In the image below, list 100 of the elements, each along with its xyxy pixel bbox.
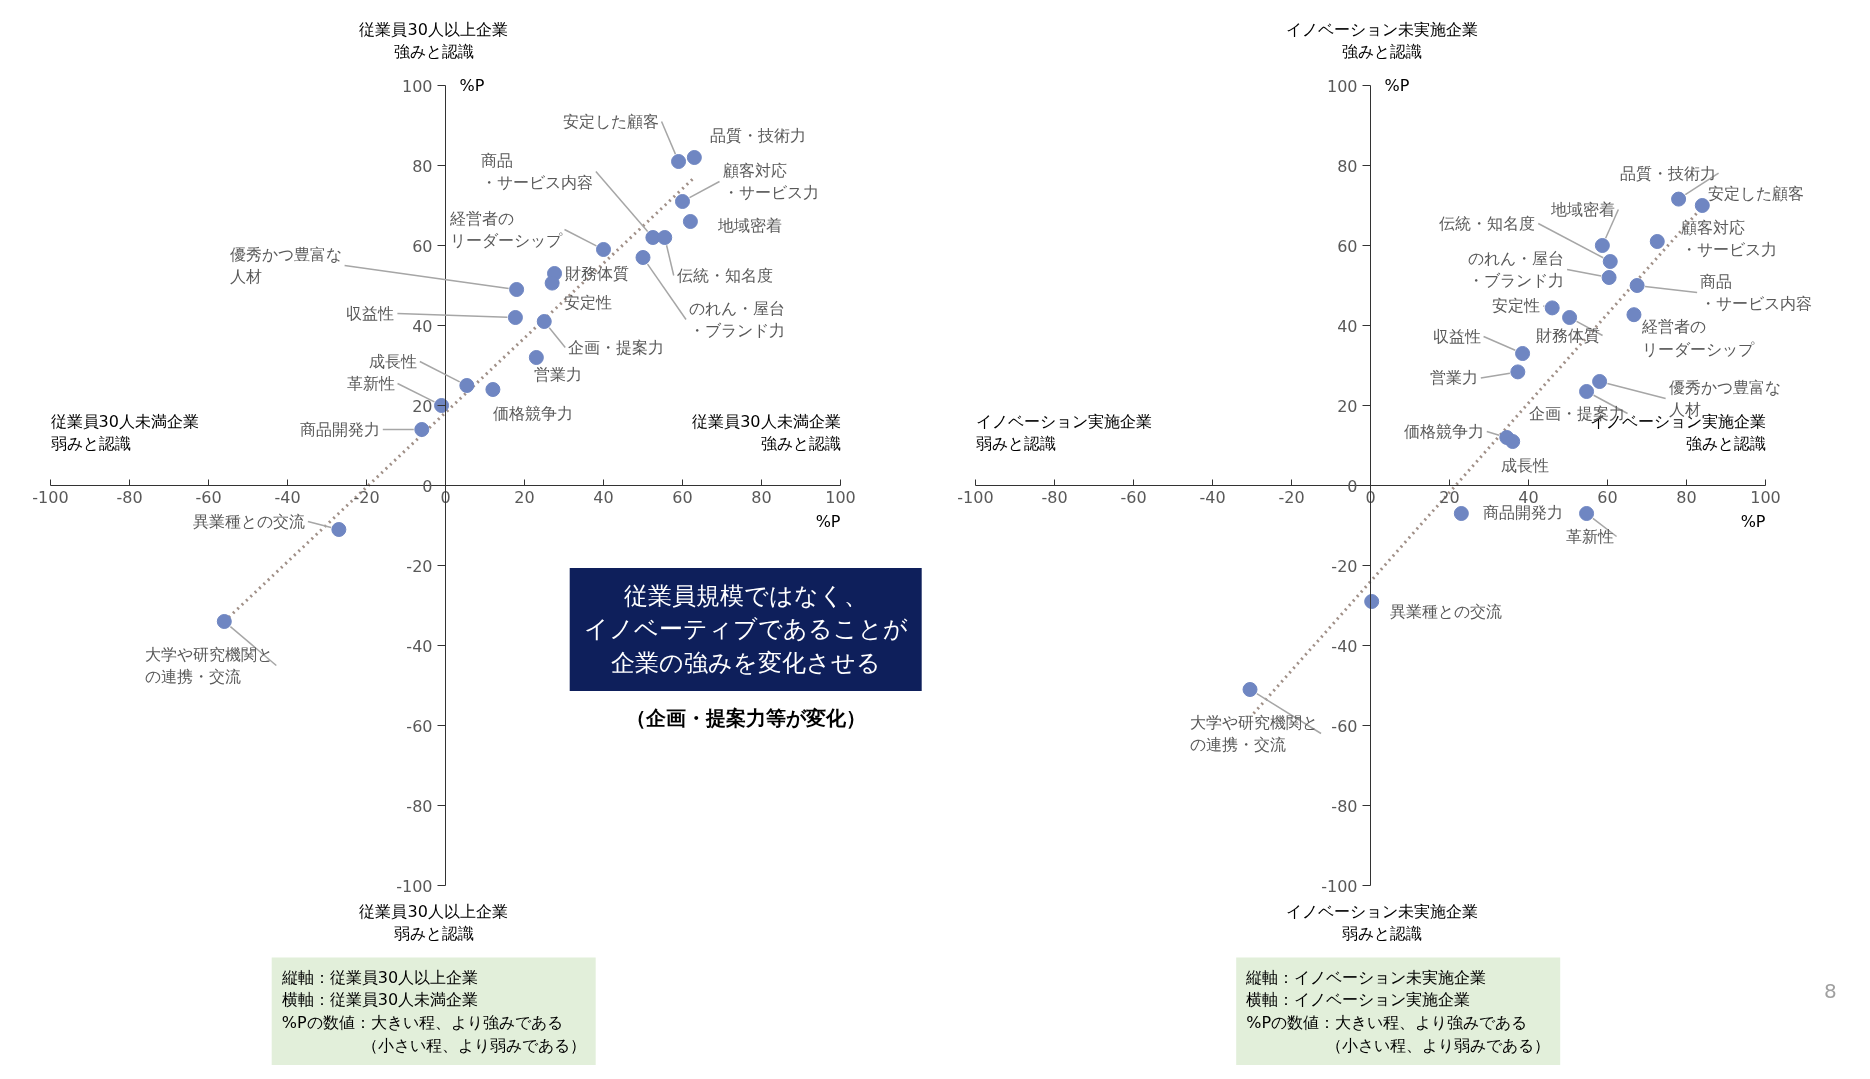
annotation: 成長性 xyxy=(368,352,417,371)
text: 縦軸：従業員30人以上企業横軸：従業員30人未満企業%Pの数値：大きい程、より強みである（小さい程、より弱みである） xyxy=(280,967,586,1055)
point xyxy=(1562,310,1578,325)
y-tick-label: -60 xyxy=(1331,716,1358,736)
y-tick-label: -100 xyxy=(1321,876,1358,896)
annotation: 商品・サービス内容 xyxy=(1700,271,1813,314)
point xyxy=(1453,506,1469,521)
point xyxy=(528,350,544,365)
annotation: 伝統・知名度 xyxy=(1439,214,1536,233)
x-tick-label: -100 xyxy=(957,487,994,507)
point xyxy=(434,398,450,413)
y-axis-title: %P xyxy=(1384,76,1410,95)
annotation: 経営者のリーダーシップ xyxy=(1640,316,1755,359)
annotation: 経営者のリーダーシップ xyxy=(448,208,563,251)
annotation: 地域密着 xyxy=(717,216,783,235)
point xyxy=(485,382,501,397)
annotation: （企画・提案力等が変化） xyxy=(625,705,866,730)
annotation: 従業員規模ではなく、イノベーティブであることが企業の強みを変化させる xyxy=(583,581,908,678)
x-tick-label: 80 xyxy=(751,487,772,507)
y-tick-label: -40 xyxy=(406,636,433,656)
annotation: 顧客対応・サービス力 xyxy=(1681,217,1778,260)
x-tick-label: 80 xyxy=(1676,487,1697,507)
annotation: 商品・サービス内容 xyxy=(480,150,593,193)
point xyxy=(596,242,611,257)
y-tick-label: 60 xyxy=(1337,236,1358,256)
annotation: 従業員30人未満企業弱みと認識 xyxy=(50,411,199,454)
y-axis-title: %P xyxy=(459,76,485,95)
x-tick-label: 20 xyxy=(514,487,535,507)
annotation: のれん・屋台・ブランド力 xyxy=(1468,248,1565,291)
y-tick-label: -40 xyxy=(1331,636,1358,656)
annotation: 異業種との交流 xyxy=(192,512,305,531)
annotation: 顧客対応・サービス力 xyxy=(722,160,819,203)
point xyxy=(331,522,347,537)
annotation: 従業員30人未満企業強みと認識 xyxy=(692,411,841,454)
annotation: 安定した顧客 xyxy=(1708,184,1805,203)
point xyxy=(1510,364,1526,380)
annotation: 優秀かつ豊富な人材 xyxy=(229,244,342,287)
x-axis-title: %P xyxy=(815,511,841,531)
point xyxy=(1579,384,1595,399)
x-tick-label: -80 xyxy=(116,487,143,507)
annotation: 安定性 xyxy=(564,292,613,312)
y-tick-label: 100 xyxy=(1326,76,1358,96)
annotation: 安定性 xyxy=(1492,296,1541,316)
annotation: 革新性 xyxy=(1565,527,1614,546)
y-tick-label: 20 xyxy=(412,396,433,416)
point xyxy=(1579,506,1595,521)
y-tick-label: -60 xyxy=(406,716,433,736)
annotation: 伝統・知名度 xyxy=(676,266,773,285)
text: 8 xyxy=(1823,978,1837,1003)
annotation: 異業種との交流 xyxy=(1389,602,1502,621)
point xyxy=(509,282,525,297)
x-tick-label: -40 xyxy=(274,487,301,507)
x-tick-label: 20 xyxy=(1439,487,1460,507)
point xyxy=(635,250,651,265)
point xyxy=(216,614,232,629)
annotation: 品質・技術力 xyxy=(1619,163,1716,183)
y-tick-label: -20 xyxy=(1331,556,1358,576)
point xyxy=(671,154,687,169)
y-tick-label: 80 xyxy=(1337,156,1358,176)
annotation: 価格競争力 xyxy=(1403,422,1484,441)
point xyxy=(1629,278,1645,293)
x-tick-label: 60 xyxy=(1597,487,1618,507)
point xyxy=(1626,307,1642,323)
annotation: 商品開発力 xyxy=(299,420,380,439)
point xyxy=(1242,682,1258,697)
annotation: 企画・提案力 xyxy=(568,338,665,357)
text: イノベーション未実施企業弱みと認識 xyxy=(1286,901,1479,944)
x-tick-label: 100 xyxy=(825,487,856,507)
point xyxy=(459,378,475,393)
annotation: 収益性 xyxy=(1432,327,1481,346)
point xyxy=(682,214,698,229)
point xyxy=(544,275,560,291)
annotation: 収益性 xyxy=(346,304,395,323)
y-tick-label: 100 xyxy=(401,76,433,96)
point xyxy=(1602,254,1618,269)
y-tick-label: 60 xyxy=(412,236,433,256)
point xyxy=(1364,594,1380,609)
annotation: 大学や研究機関との連携・交流 xyxy=(145,644,274,687)
x-tick-label: 60 xyxy=(672,487,693,507)
annotation: 価格競争力 xyxy=(492,404,573,423)
x-tick-label: -40 xyxy=(1199,487,1226,507)
y-tick-label: -100 xyxy=(396,876,433,896)
annotation: 地域密着 xyxy=(1550,200,1616,219)
point xyxy=(507,310,523,325)
annotation: 財務体質 xyxy=(564,264,629,283)
annotation: 品質・技術力 xyxy=(710,126,807,145)
text: 従業員30人以上企業強みと認識 xyxy=(359,19,508,62)
x-tick-label: -20 xyxy=(353,487,380,507)
annotation: 営業力 xyxy=(534,365,583,384)
point xyxy=(1594,238,1610,253)
annotation: 商品開発力 xyxy=(1483,503,1564,522)
x-tick-label: 40 xyxy=(593,487,614,507)
x-tick-label: -60 xyxy=(195,487,222,507)
x-tick-label: -60 xyxy=(1120,487,1147,507)
y-tick-label: -80 xyxy=(1331,796,1358,816)
y-tick-label: 80 xyxy=(412,156,433,176)
annotation: のれん・屋台・ブランド力 xyxy=(689,298,785,341)
annotation: イノベーション実施企業弱みと認識 xyxy=(975,411,1152,454)
y-tick-label: 40 xyxy=(1337,316,1358,336)
point xyxy=(1544,300,1560,316)
